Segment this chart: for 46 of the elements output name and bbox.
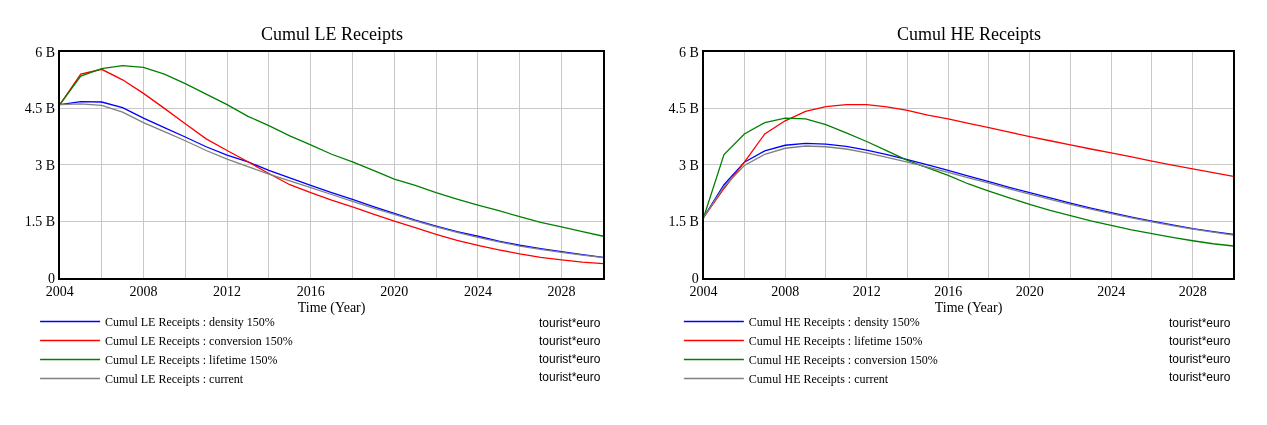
y-tick-label: 6 B xyxy=(35,44,56,60)
x-tick-label: 2020 xyxy=(380,284,409,300)
legend-label: Cumul LE Receipts : lifetime 150% xyxy=(105,353,278,368)
text: tourist*euro xyxy=(539,352,601,366)
text: tourist*euro xyxy=(539,370,601,384)
x-tick-label: 2016 xyxy=(296,284,325,300)
text: tourist*euro xyxy=(1169,352,1231,366)
y-tick-label: 3 B xyxy=(35,157,56,173)
legend-label: Cumul HE Receipts : lifetime 150% xyxy=(748,334,923,349)
text: tourist*euro xyxy=(539,334,601,348)
legend-label: Cumul HE Receipts : density 150% xyxy=(748,315,920,330)
chart-title: Cumul LE Receipts xyxy=(261,24,403,44)
y-tick-label: 4.5 B xyxy=(24,101,56,117)
line-series xyxy=(703,117,1234,247)
chart-title: Cumul HE Receipts xyxy=(897,24,1041,44)
x-axis-title: Time (Year) xyxy=(297,300,366,317)
y-tick-label: 3 B xyxy=(678,157,699,173)
y-tick-label: 0 xyxy=(691,270,699,286)
x-tick-label: 2024 xyxy=(1097,284,1126,300)
x-tick-label: 2028 xyxy=(547,284,576,300)
text: tourist*euro xyxy=(1169,316,1231,330)
y-tick-label: 0 xyxy=(48,270,56,286)
text: tourist*euro xyxy=(1169,370,1231,384)
text: tourist*euro xyxy=(539,316,601,330)
x-tick-label: 2012 xyxy=(852,284,881,300)
x-tick-label: 2012 xyxy=(213,284,242,300)
legend-label: Cumul LE Receipts : conversion 150% xyxy=(105,334,293,349)
line-series xyxy=(59,64,604,237)
x-tick-label: 2020 xyxy=(1015,284,1044,300)
x-tick-label: 2024 xyxy=(463,284,492,300)
y-tick-label: 1.5 B xyxy=(668,214,699,230)
x-tick-label: 2004 xyxy=(45,284,74,300)
y-tick-label: 4.5 B xyxy=(668,101,699,117)
x-tick-label: 2028 xyxy=(1178,284,1207,300)
x-tick-label: 2008 xyxy=(771,284,800,300)
legend-label: Cumul HE Receipts : conversion 150% xyxy=(748,353,938,368)
legend-label: Cumul LE Receipts : density 150% xyxy=(105,315,275,330)
legend-label: Cumul LE Receipts : current xyxy=(105,372,244,387)
y-tick-label: 1.5 B xyxy=(24,214,56,230)
x-axis-title: Time (Year) xyxy=(934,300,1003,317)
legend-label: Cumul HE Receipts : current xyxy=(748,372,889,387)
x-tick-label: 2016 xyxy=(934,284,963,300)
text: tourist*euro xyxy=(1169,334,1231,348)
x-tick-label: 2008 xyxy=(129,284,158,300)
x-tick-label: 2004 xyxy=(689,284,718,300)
y-tick-label: 6 B xyxy=(678,44,699,60)
